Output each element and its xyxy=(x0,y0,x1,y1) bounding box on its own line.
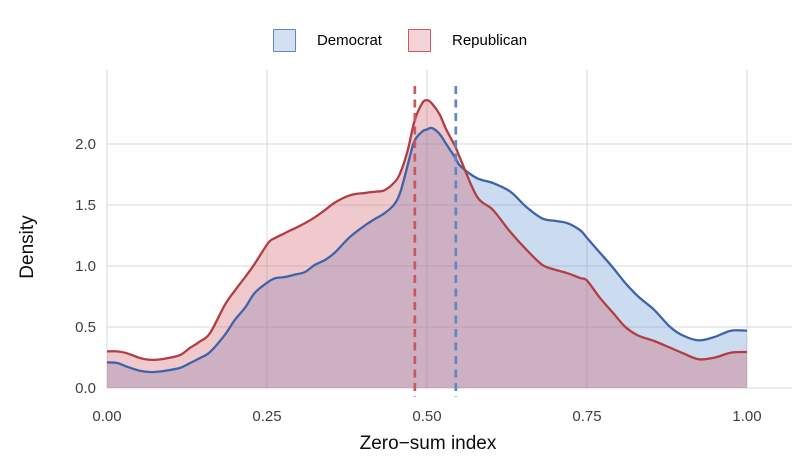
axis-tick-labels: 0.00 0.25 0.50 0.75 1.00 0.0 0.5 1.0 1.5 2.0 xyxy=(75,136,761,425)
y-tick-label: 2.0 xyxy=(75,136,96,153)
x-axis-title: Zero−sum index xyxy=(360,433,497,454)
republican-density-curve xyxy=(106,98,748,362)
x-tick-label: 0.75 xyxy=(572,408,601,425)
x-tick-label: 0.00 xyxy=(92,408,121,425)
democrat-density-curve xyxy=(106,126,748,374)
y-tick-label: 1.5 xyxy=(75,197,96,214)
democrat-density-area xyxy=(107,127,747,389)
republican-legend-key-swatch xyxy=(407,29,431,52)
democrat-legend-key-swatch xyxy=(272,29,296,52)
x-tick-label: 1.00 xyxy=(732,408,761,425)
republican-legend-label: Republican xyxy=(451,32,528,49)
x-tick-label: 0.50 xyxy=(412,408,441,425)
legend: Democrat Republican xyxy=(0,29,800,52)
mean-dashed-lines xyxy=(413,86,458,397)
density-curves xyxy=(106,98,748,374)
gridlines xyxy=(106,70,792,389)
legend-item-democrat: Democrat xyxy=(272,29,382,52)
y-tick-label: 0.0 xyxy=(75,380,96,397)
republican-density-area xyxy=(107,100,747,388)
democrat-legend-label: Democrat xyxy=(316,32,382,49)
y-axis-title: Density xyxy=(17,215,38,279)
density-areas xyxy=(107,100,747,389)
legend-item-republican: Republican xyxy=(407,29,528,52)
y-tick-label: 0.5 xyxy=(75,319,96,336)
y-tick-label: 1.0 xyxy=(75,258,96,275)
x-tick-label: 0.25 xyxy=(252,408,281,425)
